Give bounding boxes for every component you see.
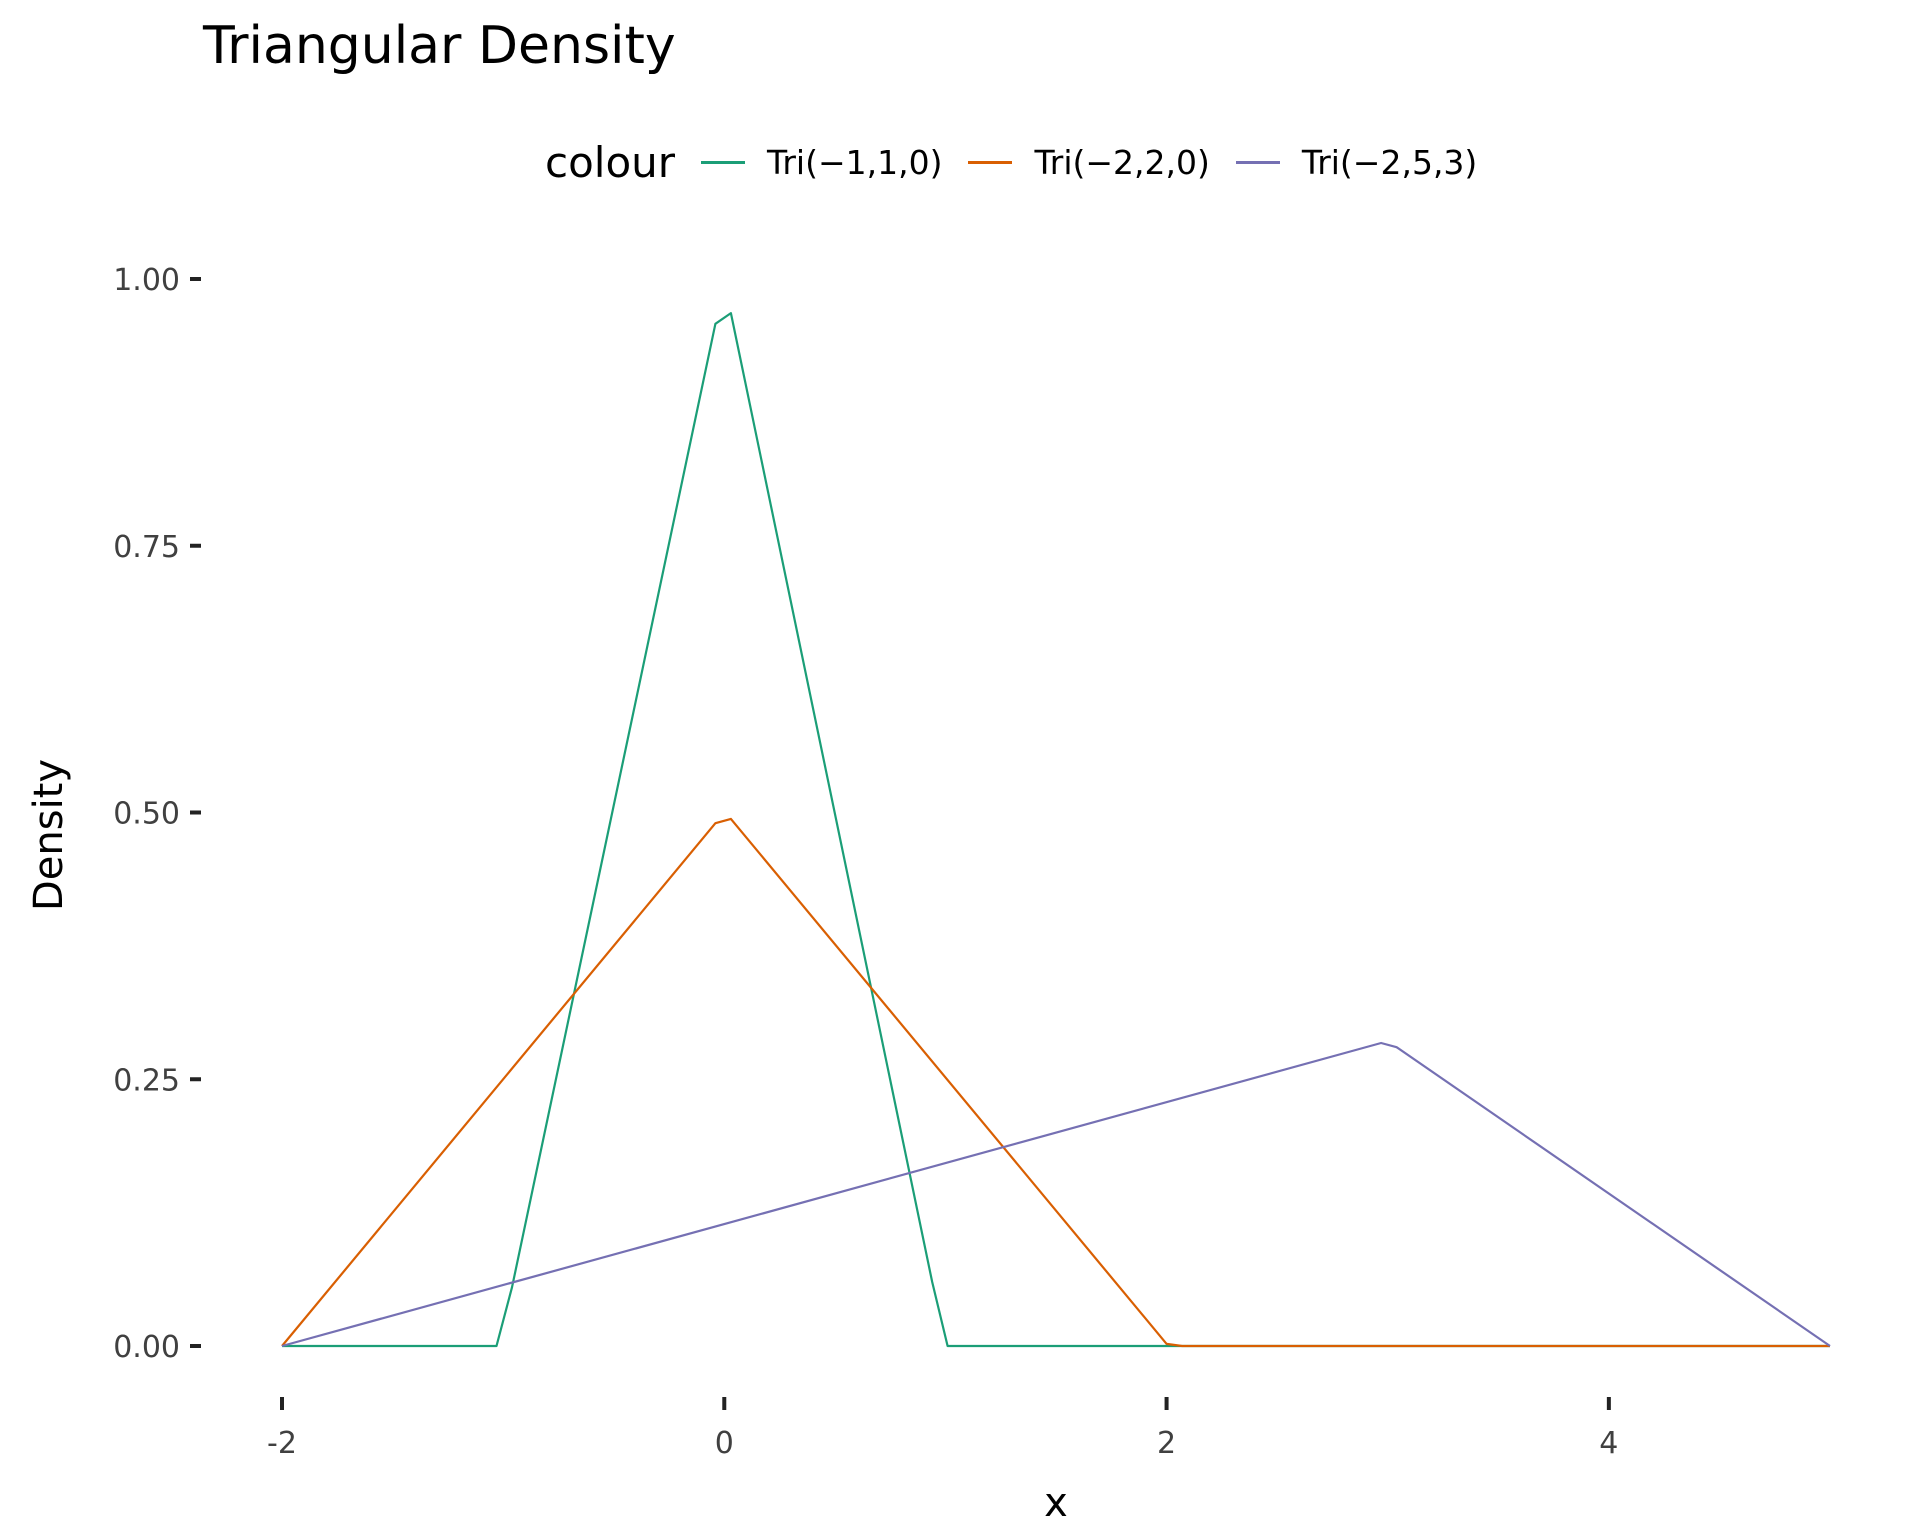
legend: colour Tri(−1,1,0) Tri(−2,2,0) Tri(−2,5,… bbox=[545, 134, 1503, 190]
legend-title: colour bbox=[545, 137, 676, 187]
y-tick-label: 0.75 bbox=[113, 530, 180, 565]
y-tick-label: 0.50 bbox=[113, 797, 180, 832]
y-axis: 0.00 0.25 0.50 0.75 1.00 bbox=[113, 263, 201, 1365]
series-line-1 bbox=[282, 312, 1830, 1348]
x-tick-label: 0 bbox=[715, 1426, 734, 1461]
legend-key bbox=[968, 160, 1013, 164]
legend-key bbox=[701, 160, 746, 164]
legend-label: Tri(−2,5,3) bbox=[1301, 142, 1478, 182]
y-axis-title: Density bbox=[26, 759, 72, 911]
legend-item: Tri(−2,5,3) bbox=[1235, 142, 1478, 182]
series-layer bbox=[281, 312, 1831, 1348]
x-axis: -2 0 2 4 bbox=[267, 1397, 1618, 1461]
legend-key bbox=[1235, 160, 1280, 164]
x-tick-label: -2 bbox=[267, 1426, 297, 1461]
y-tick-label: 0.25 bbox=[113, 1063, 180, 1098]
legend-item: Tri(−2,2,0) bbox=[968, 142, 1210, 182]
chart-title: Triangular Density bbox=[203, 16, 676, 76]
legend-label: Tri(−2,2,0) bbox=[1034, 142, 1210, 182]
series-line-2 bbox=[281, 817, 1830, 1348]
y-tick-label: 0.00 bbox=[113, 1330, 180, 1365]
legend-item: Tri(−1,1,0) bbox=[701, 143, 942, 182]
legend-label: Tri(−1,1,0) bbox=[767, 142, 943, 182]
x-tick-label: 4 bbox=[1599, 1426, 1618, 1461]
x-tick-label: 2 bbox=[1157, 1426, 1176, 1461]
series-line-3 bbox=[281, 1041, 1831, 1348]
y-tick-label: 1.00 bbox=[113, 263, 180, 298]
x-axis-title: x bbox=[1044, 1480, 1068, 1526]
